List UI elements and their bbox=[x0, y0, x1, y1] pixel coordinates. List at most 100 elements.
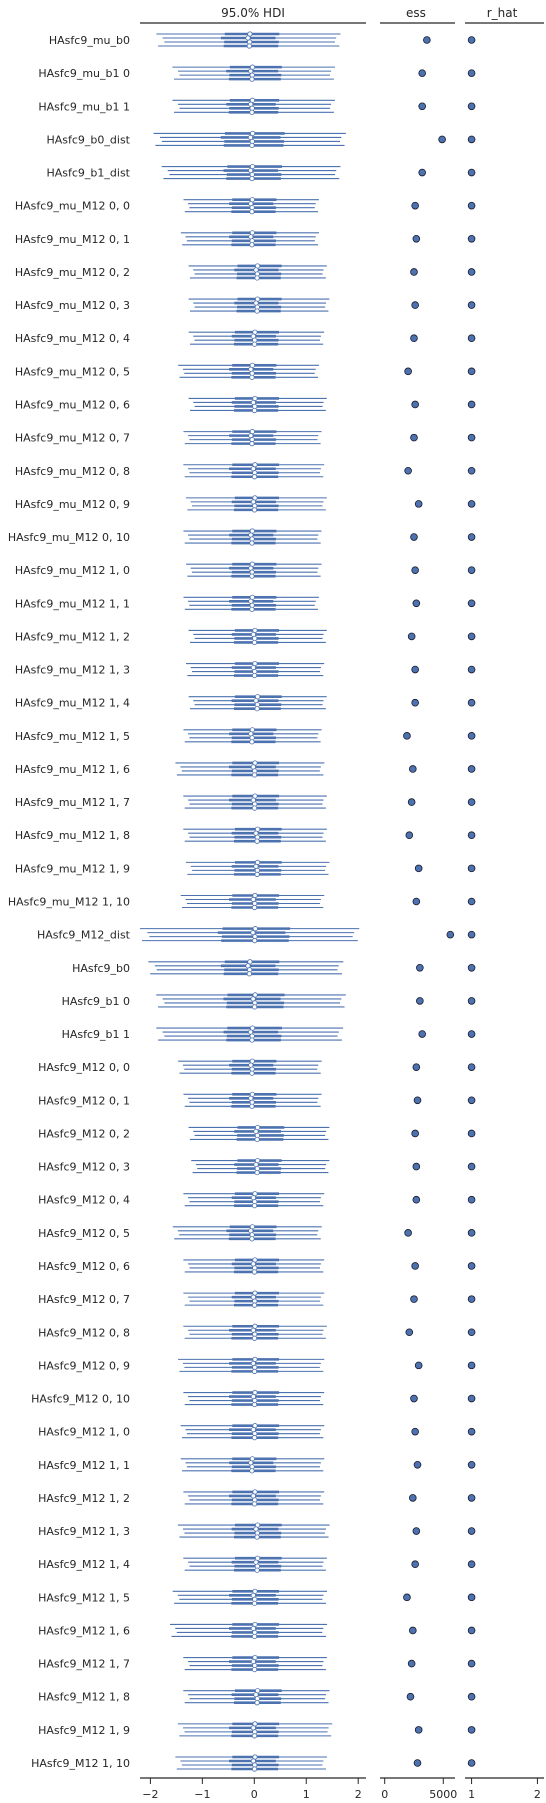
rhat-point bbox=[467, 897, 476, 906]
rhat-point bbox=[467, 1030, 476, 1038]
rhat-point bbox=[467, 1262, 476, 1270]
ess-point bbox=[412, 235, 421, 243]
median-point bbox=[251, 507, 258, 513]
parameter-label: HAsfc9_mu_b0 bbox=[49, 34, 130, 47]
median-point bbox=[246, 43, 252, 49]
rhat-point bbox=[467, 698, 476, 707]
rhat-point bbox=[467, 1129, 476, 1138]
ess-point bbox=[403, 732, 411, 740]
median-point bbox=[254, 308, 260, 314]
median-point bbox=[249, 606, 255, 612]
rhat-point bbox=[467, 665, 476, 674]
parameter-label: HAsfc9_b0_dist bbox=[46, 133, 130, 146]
parameter-label: HAsfc9_M12 0, 7 bbox=[38, 1293, 130, 1306]
ess-point bbox=[404, 1229, 412, 1237]
median-point bbox=[251, 407, 258, 414]
parameter-label: HAsfc9_mu_M12 0, 9 bbox=[15, 498, 130, 511]
hdi-tick-label: 0 bbox=[251, 1788, 258, 1801]
median-point bbox=[251, 1004, 258, 1010]
ess-point bbox=[409, 765, 417, 773]
parameter-label: HAsfc9_M12 1, 5 bbox=[38, 1591, 130, 1604]
parameter-label: HAsfc9_mu_M12 1, 1 bbox=[15, 597, 130, 610]
ess-point bbox=[407, 798, 416, 806]
median-point bbox=[254, 871, 260, 877]
rhat-point bbox=[467, 36, 476, 44]
parameter-label: HAsfc9_M12 1, 8 bbox=[38, 1691, 130, 1704]
median-point bbox=[249, 109, 255, 115]
median-point bbox=[254, 706, 260, 712]
parameter-label: HAsfc9_M12 0, 5 bbox=[38, 1227, 130, 1240]
median-point bbox=[254, 1136, 260, 1143]
ess-point bbox=[410, 1295, 418, 1303]
ess-x-ticks: 0 5000 bbox=[381, 1778, 457, 1801]
median-point bbox=[249, 175, 255, 182]
rhat-point bbox=[467, 1328, 476, 1337]
ess-point bbox=[411, 1262, 419, 1270]
hdi-intervals bbox=[139, 31, 360, 1772]
median-point bbox=[251, 1203, 258, 1209]
ess-point bbox=[411, 566, 419, 574]
median-point bbox=[249, 540, 255, 546]
ess-point bbox=[418, 1030, 426, 1038]
parameter-label: HAsfc9_mu_M12 1, 6 bbox=[15, 763, 130, 776]
ess-point bbox=[406, 1692, 415, 1701]
rhat-point bbox=[467, 1527, 476, 1535]
median-point bbox=[249, 441, 255, 447]
parameter-label: HAsfc9_M12 0, 9 bbox=[38, 1359, 130, 1372]
median-point bbox=[247, 31, 253, 37]
median-point bbox=[251, 1633, 258, 1640]
median-point bbox=[249, 573, 255, 579]
ess-point bbox=[411, 665, 419, 674]
rhat-panel-title: r_hat bbox=[487, 6, 518, 20]
rhat-point bbox=[467, 1494, 476, 1502]
ess-point bbox=[411, 400, 419, 409]
hdi-tick-label: −1 bbox=[194, 1788, 210, 1801]
rhat-point bbox=[467, 1560, 476, 1568]
rhat-point bbox=[467, 400, 476, 409]
rhat-point bbox=[467, 367, 476, 376]
hdi-tick-label: 1 bbox=[303, 1788, 310, 1801]
rhat-point bbox=[467, 168, 476, 177]
median-point bbox=[254, 838, 260, 844]
parameter-label: HAsfc9_mu_M12 0, 3 bbox=[15, 299, 130, 312]
parameter-label: HAsfc9_mu_M12 0, 10 bbox=[8, 531, 130, 544]
rhat-point bbox=[467, 1229, 476, 1237]
rhat-point bbox=[467, 1659, 476, 1668]
rhat-point bbox=[467, 533, 476, 541]
hdi-x-ticks: −2 −1 0 1 2 bbox=[142, 1778, 362, 1801]
ess-point bbox=[404, 466, 412, 475]
parameter-label: HAsfc9_mu_M12 0, 1 bbox=[15, 233, 130, 246]
ess-point bbox=[412, 1162, 421, 1171]
median-point bbox=[251, 1501, 258, 1507]
ess-point bbox=[412, 1063, 421, 1071]
median-point bbox=[251, 1269, 258, 1275]
parameter-label: HAsfc9_mu_M12 1, 9 bbox=[15, 862, 130, 875]
median-point bbox=[254, 1534, 260, 1540]
rhat-point bbox=[467, 500, 476, 508]
median-point bbox=[254, 1169, 260, 1176]
median-point bbox=[251, 1335, 258, 1341]
median-point bbox=[249, 163, 256, 170]
rhat-point bbox=[467, 235, 476, 243]
ess-point bbox=[446, 930, 455, 939]
rhat-point bbox=[467, 1162, 476, 1171]
parameter-label: HAsfc9_mu_M12 0, 7 bbox=[15, 432, 130, 445]
parameter-label: HAsfc9_mu_M12 1, 10 bbox=[8, 896, 130, 909]
median-point bbox=[250, 930, 256, 936]
median-point bbox=[251, 1401, 258, 1408]
ess-point bbox=[413, 1759, 422, 1767]
parameter-label: HAsfc9_b1 1 bbox=[62, 1028, 130, 1041]
rhat-tick-label: 1 bbox=[468, 1788, 475, 1801]
rhat-point bbox=[467, 1626, 476, 1635]
rhat-point bbox=[467, 334, 476, 343]
rhat-point bbox=[467, 831, 476, 840]
median-point bbox=[251, 1766, 258, 1772]
rhat-point bbox=[467, 1593, 476, 1602]
ess-point bbox=[438, 135, 446, 144]
rhat-point bbox=[467, 1195, 476, 1204]
ess-point bbox=[410, 334, 418, 343]
parameter-label: HAsfc9_M12 0, 0 bbox=[38, 1061, 130, 1074]
median-point bbox=[251, 341, 258, 347]
rhat-point bbox=[467, 997, 476, 1005]
rhat-point bbox=[467, 765, 476, 773]
